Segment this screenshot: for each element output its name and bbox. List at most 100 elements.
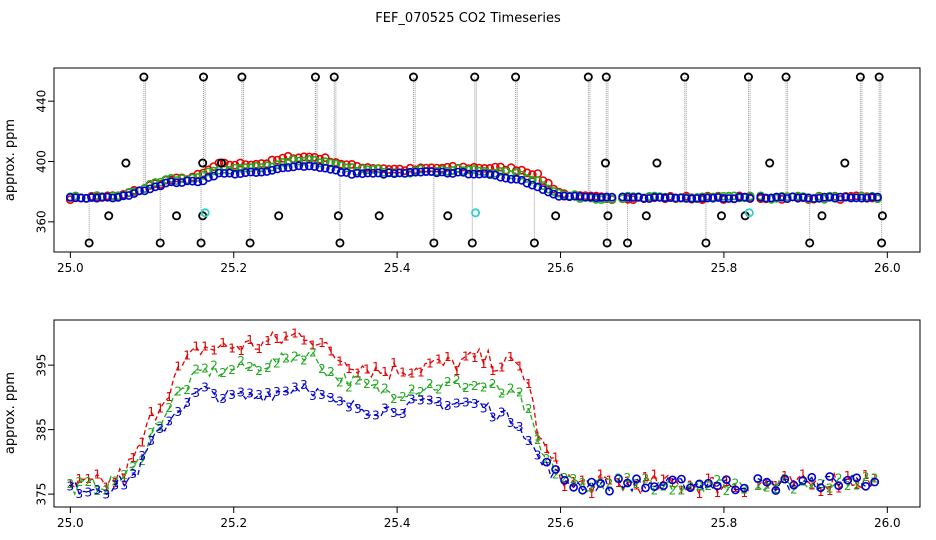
bottom-series-3-label: 3	[138, 449, 146, 463]
bottom-series-2-label: 2	[561, 471, 569, 485]
bottom-series-2-label: 2	[588, 480, 596, 494]
bottom-series-2-label: 2	[147, 426, 155, 440]
bottom-series-3-label: 3	[102, 487, 110, 501]
bottom-series-3-label: 3	[534, 449, 542, 463]
top-y-tick-label: 400	[35, 150, 49, 173]
top-series-3-point	[867, 192, 877, 202]
top-series-3-point	[602, 192, 612, 202]
bottom-series-1-label: 1	[597, 468, 605, 482]
top-series-3-point	[357, 169, 367, 179]
bottom-series-2-label: 2	[534, 433, 542, 447]
bottom-series-3-label: 3	[462, 396, 470, 410]
top-outlier-point	[716, 211, 726, 221]
bottom-series-1-label: 1	[471, 351, 479, 365]
top-series-2-point	[262, 161, 272, 171]
top-series-3-point	[676, 193, 686, 203]
bottom-series-2-label: 2	[300, 354, 308, 368]
bottom-series-2-label: 2	[399, 390, 407, 404]
bottom-series-1-label: 1	[363, 363, 371, 377]
top-series-3-point	[480, 169, 489, 178]
bottom-x-tick-label: 25.4	[384, 516, 411, 530]
top-series-2-point	[230, 163, 240, 173]
top-series-3-point	[326, 164, 335, 174]
bottom-series-2-label: 2	[174, 385, 182, 399]
bottom-series-3-label: 3	[309, 389, 317, 403]
bottom-series-1-label: 1	[799, 468, 807, 482]
top-series-3-point	[607, 192, 617, 202]
top-series-1-point	[310, 152, 319, 162]
top-outlier-point	[104, 211, 114, 221]
top-outlier-point	[155, 238, 165, 248]
bottom-series-3-label: 3	[237, 386, 245, 400]
top-cyan-point	[471, 208, 481, 218]
top-series-2-point	[549, 186, 558, 196]
bottom-series-3-label: 3	[93, 483, 101, 497]
bottom-series-2-label: 2	[156, 419, 164, 433]
bottom-series-3-line	[617, 477, 750, 493]
bottom-series-2-label: 2	[862, 470, 870, 484]
bottom-series-1-label: 1	[336, 354, 344, 368]
bottom-series-2-label: 2	[808, 478, 816, 492]
bottom-series-3-point	[704, 478, 713, 488]
bottom-series-1-label: 1	[633, 479, 641, 493]
bottom-series-1-label: 1	[525, 377, 533, 391]
bottom-series-3-point	[816, 483, 826, 493]
top-series-3-point	[766, 193, 776, 203]
bottom-series-1-label: 1	[381, 365, 389, 379]
bottom-series-1-label: 1	[705, 472, 713, 486]
top-series-3-point	[379, 169, 389, 179]
bottom-x-tick-label: 25.2	[220, 516, 247, 530]
bottom-series-2-label: 2	[345, 380, 353, 394]
bottom-series-3-point	[798, 476, 808, 485]
bottom-series-3-label: 3	[444, 399, 452, 413]
top-series-3-point	[591, 193, 601, 203]
bottom-series-1-label: 1	[507, 350, 515, 364]
bottom-series-2-label: 2	[291, 350, 299, 364]
top-series-2-point	[326, 158, 335, 168]
bottom-series-3-label: 3	[75, 487, 83, 501]
bottom-series-2-label: 2	[687, 479, 695, 493]
bottom-series-3-label: 3	[390, 406, 398, 420]
top-outlier-point	[429, 238, 439, 248]
bottom-y-tick-label: 385	[35, 418, 49, 441]
bottom-series-2-label: 2	[201, 361, 209, 375]
top-series-1-point	[235, 158, 245, 168]
bottom-series-3-point	[650, 482, 659, 491]
bottom-series-2-label: 2	[624, 471, 632, 485]
top-series-3-point	[618, 192, 627, 202]
top-series-3-point	[225, 168, 235, 178]
bottom-series-3-point	[560, 475, 569, 485]
bottom-series-1-label: 1	[862, 468, 870, 482]
top-series-3-point	[347, 169, 357, 179]
top-series-3-point	[368, 168, 378, 178]
bottom-series-3-point	[542, 457, 551, 467]
top-series-3-point	[442, 168, 452, 178]
bottom-series-1-label: 1	[75, 472, 83, 486]
top-outlier-point	[139, 72, 149, 82]
bottom-series-3-label: 3	[318, 388, 326, 402]
top-series-3-point	[485, 170, 495, 179]
top-series-3-point	[124, 191, 134, 200]
top-series-3-point	[405, 167, 415, 177]
bottom-x-tick-label: 26.0	[874, 516, 901, 530]
bottom-series-2-label: 2	[129, 460, 137, 474]
top-series-2-point	[209, 166, 219, 176]
top-series-3-point	[469, 169, 479, 179]
bottom-series-1-label: 1	[147, 405, 155, 419]
top-series-3-point	[650, 192, 659, 202]
top-series-2-point	[294, 156, 304, 166]
top-series-3-point	[119, 191, 128, 201]
top-series-3-point	[490, 170, 500, 180]
top-outlier-point	[551, 211, 561, 221]
bottom-series-1-label: 1	[174, 359, 182, 373]
top-series-3-point	[87, 193, 96, 202]
bottom-series-3-label: 3	[183, 396, 191, 410]
bottom-series-1-label: 1	[561, 480, 569, 494]
bottom-series-3-label: 3	[408, 393, 416, 407]
top-series-3-point	[294, 161, 304, 171]
bottom-series-3-label: 3	[327, 391, 335, 405]
top-series-2-point	[278, 157, 288, 167]
bottom-series-3-point	[852, 473, 862, 483]
bottom-series-3-label: 3	[84, 485, 92, 499]
